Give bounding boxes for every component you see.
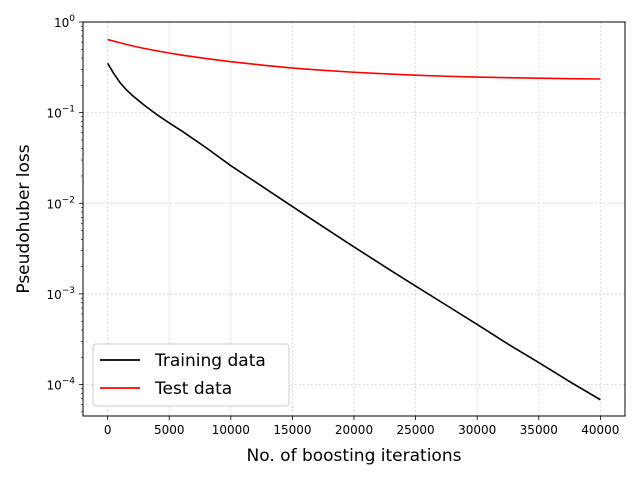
y-tick-exponent: 0	[69, 14, 75, 24]
y-tick-base: 10	[46, 197, 61, 211]
x-tick-label: 40000	[581, 423, 619, 437]
y-tick-base: 10	[46, 107, 61, 121]
y-tick-exponent: −3	[62, 286, 75, 296]
y-tick-exponent: −1	[62, 105, 75, 115]
x-tick-label: 10000	[212, 423, 250, 437]
x-axis-label: No. of boosting iterations	[247, 446, 462, 466]
legend-label: Test data	[154, 379, 232, 399]
y-tick-label: 100	[54, 14, 75, 30]
x-tick-label: 0	[104, 423, 112, 437]
y-tick-label: 10−2	[46, 195, 75, 211]
x-tick-label: 15000	[273, 423, 311, 437]
legend: Training data Test data	[92, 343, 290, 407]
y-tick-label: 10−1	[46, 105, 75, 121]
y-tick-base: 10	[54, 16, 69, 30]
legend-label: Training data	[154, 351, 266, 371]
y-tick-label: 10−3	[46, 286, 75, 302]
x-tick-label: 25000	[396, 423, 434, 437]
y-tick-exponent: −2	[62, 195, 75, 205]
y-axis-label: Pseudohuber loss	[14, 144, 34, 293]
series-layer	[106, 38, 601, 401]
legend-box	[92, 343, 290, 407]
y-tick-exponent: −4	[62, 377, 76, 387]
series-line-test	[107, 38, 601, 80]
ticks-layer: 0 5000 10000 15000 20000 25000 30000 35000 40000…	[46, 14, 619, 437]
y-tick-base: 10	[46, 379, 61, 393]
x-tick-label: 35000	[520, 423, 558, 437]
x-tick-label: 20000	[335, 423, 373, 437]
y-tick-base: 10	[46, 288, 61, 302]
x-tick-label: 5000	[154, 423, 185, 437]
series-line-training	[106, 62, 601, 401]
y-tick-label: 10−4	[46, 377, 75, 393]
x-tick-label: 30000	[458, 423, 496, 437]
